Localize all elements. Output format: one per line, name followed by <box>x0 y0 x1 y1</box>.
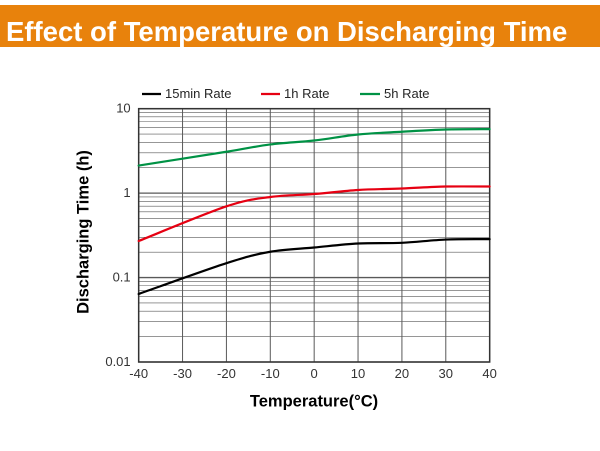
svg-text:-40: -40 <box>129 366 148 381</box>
svg-text:10: 10 <box>351 366 365 381</box>
svg-text:1: 1 <box>123 185 130 200</box>
svg-text:1h Rate: 1h Rate <box>284 86 330 101</box>
svg-text:30: 30 <box>439 366 453 381</box>
svg-text:-20: -20 <box>217 366 236 381</box>
svg-text:20: 20 <box>395 366 409 381</box>
svg-text:0: 0 <box>311 366 318 381</box>
svg-text:15min Rate: 15min Rate <box>165 86 231 101</box>
svg-text:5h Rate: 5h Rate <box>384 86 430 101</box>
svg-text:10: 10 <box>116 101 130 116</box>
svg-text:40: 40 <box>482 366 496 381</box>
svg-text:0.01: 0.01 <box>105 354 130 369</box>
svg-text:-30: -30 <box>173 366 192 381</box>
svg-text:0.1: 0.1 <box>113 270 131 285</box>
svg-text:-10: -10 <box>261 366 280 381</box>
